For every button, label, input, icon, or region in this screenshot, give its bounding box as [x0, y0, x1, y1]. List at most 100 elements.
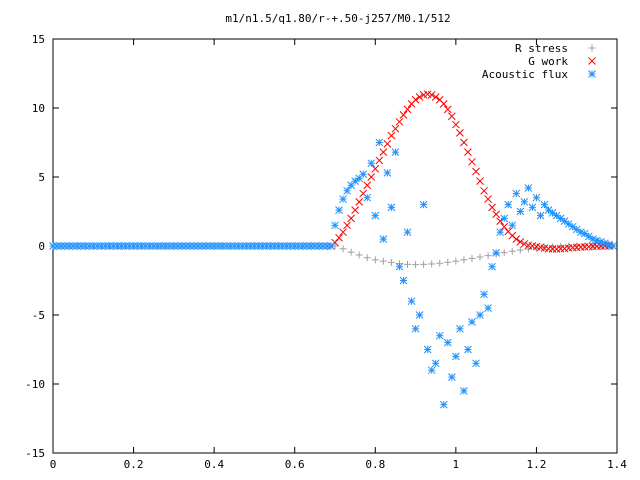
- data-point: [484, 252, 492, 260]
- data-point: [383, 169, 392, 177]
- data-point: [404, 260, 412, 268]
- data-point: [355, 174, 364, 183]
- data-point: [387, 203, 396, 212]
- data-point: [464, 345, 472, 354]
- y-axis: 15 10 5 0 -5 -10 -15: [25, 33, 617, 460]
- data-point: [395, 117, 404, 126]
- y-tick-label: -10: [25, 378, 45, 391]
- data-point: [420, 260, 428, 268]
- data-point: [480, 290, 488, 299]
- data-point: [383, 140, 392, 148]
- data-point: [520, 240, 529, 248]
- data-point: [439, 100, 448, 108]
- y-tick-label: -5: [32, 309, 45, 322]
- data-point: [423, 345, 432, 354]
- data-point: [460, 387, 468, 395]
- data-point: [452, 257, 460, 265]
- series-2: [49, 138, 617, 409]
- data-point: [484, 195, 492, 203]
- data-point: [379, 148, 388, 157]
- x-tick-label: 0: [50, 458, 57, 471]
- data-point: [540, 200, 549, 209]
- data-point: [415, 311, 424, 319]
- data-point: [443, 338, 452, 347]
- data-point: [367, 173, 376, 181]
- data-point: [508, 221, 517, 230]
- data-point: [379, 257, 387, 265]
- data-point: [512, 189, 521, 198]
- data-point: [443, 105, 452, 114]
- data-point: [399, 111, 408, 119]
- data-point: [516, 246, 524, 254]
- data-point: [464, 148, 472, 157]
- y-tick-label: 5: [38, 171, 45, 184]
- data-point: [468, 318, 476, 326]
- data-point: [576, 228, 585, 237]
- data-point: [524, 184, 533, 192]
- data-point: [403, 228, 412, 237]
- data-point: [460, 138, 468, 147]
- data-point: [500, 222, 509, 231]
- data-point: [363, 193, 372, 202]
- data-point: [331, 221, 339, 230]
- data-point: [335, 233, 343, 242]
- data-point: [339, 245, 347, 253]
- data-point: [492, 210, 500, 219]
- data-point: [468, 157, 476, 166]
- data-point: [516, 238, 525, 246]
- data-point: [395, 262, 404, 271]
- y-tick-label: -15: [25, 447, 45, 460]
- data-point: [435, 331, 444, 340]
- data-point: [335, 206, 343, 214]
- data-point: [476, 311, 484, 319]
- x-tick-label: 0.4: [204, 458, 224, 471]
- data-point: [427, 91, 436, 99]
- y-tick-label: 0: [38, 240, 45, 253]
- data-point: [500, 249, 508, 257]
- data-point: [387, 259, 395, 267]
- data-point: [371, 256, 379, 264]
- data-point: [439, 400, 448, 409]
- data-point: [427, 366, 436, 375]
- data-point: [609, 242, 617, 250]
- data-point: [343, 221, 351, 230]
- data-point: [496, 228, 505, 237]
- data-point: [375, 138, 384, 147]
- data-point: [472, 167, 480, 176]
- x-tick-label: 0.6: [285, 458, 305, 471]
- legend-marker: [588, 57, 596, 65]
- data-point: [363, 254, 371, 262]
- data-point: [412, 261, 420, 269]
- data-point: [347, 214, 355, 223]
- data-point: [363, 181, 372, 190]
- data-point: [436, 259, 444, 267]
- legend-marker: [588, 70, 596, 78]
- data-point: [524, 245, 532, 253]
- data-point: [391, 124, 400, 133]
- data-point: [355, 251, 363, 259]
- data-point: [488, 203, 496, 212]
- data-point: [488, 262, 496, 271]
- chart-title: m1/n1.5/q1.80/r-+.50-j257/M0.1/512: [225, 12, 450, 25]
- data-point: [447, 373, 456, 381]
- data-point: [391, 148, 400, 157]
- data-point: [452, 352, 460, 361]
- data-point: [327, 242, 335, 250]
- data-point: [468, 254, 476, 262]
- series-1: [327, 90, 613, 253]
- data-point: [492, 249, 500, 257]
- data-point: [456, 128, 464, 137]
- x-axis: 0 0.2 0.4 0.6 0.8 1 1.2 1.4: [50, 39, 627, 471]
- data-point: [431, 93, 440, 101]
- legend-label: G work: [528, 55, 568, 68]
- data-point: [403, 105, 412, 114]
- y-tick-label: 15: [32, 33, 45, 46]
- data-point: [512, 235, 521, 243]
- data-point: [431, 359, 440, 368]
- data-point: [428, 260, 436, 268]
- data-point: [371, 164, 380, 173]
- data-point: [520, 197, 529, 206]
- data-point: [476, 177, 484, 185]
